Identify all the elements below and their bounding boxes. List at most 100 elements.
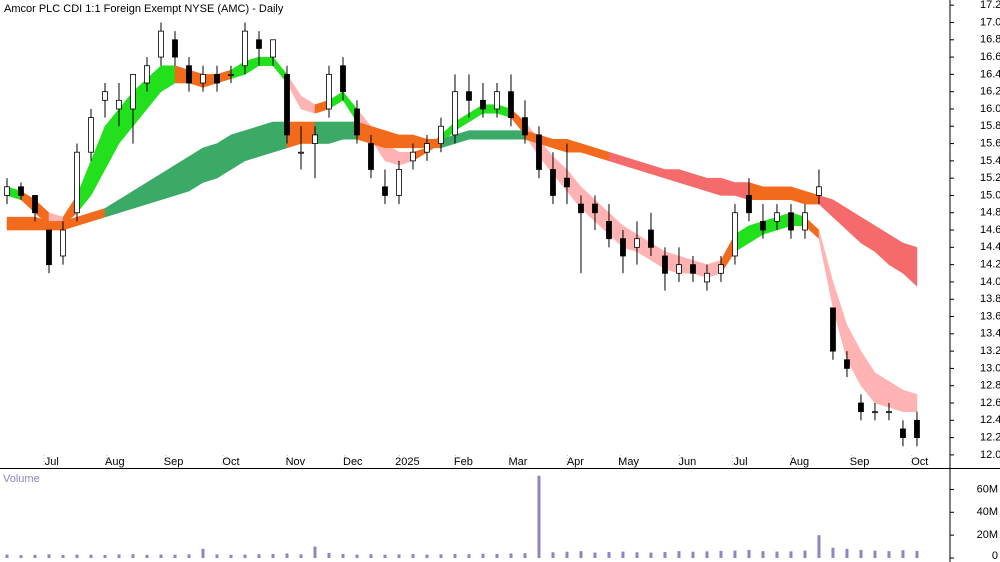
volume-bar	[201, 548, 205, 558]
volume-bar	[803, 550, 807, 558]
candle-body	[60, 229, 66, 257]
candle-body	[648, 229, 654, 248]
volume-bar	[271, 554, 275, 558]
volume-bar	[341, 553, 345, 558]
volume-bar	[383, 554, 387, 558]
candle-body	[438, 125, 444, 144]
volume-bar	[845, 548, 849, 558]
volume-bar	[411, 554, 415, 558]
volume-bar	[173, 554, 177, 558]
candle-body	[872, 411, 878, 414]
candle-body	[900, 428, 906, 438]
y-tick-label: 13.2	[980, 345, 1000, 357]
volume-bar	[551, 552, 555, 558]
x-tick-label: Oct	[911, 456, 928, 468]
candle-body	[718, 264, 724, 274]
x-tick-label: Nov	[286, 456, 306, 468]
volume-bar	[495, 553, 499, 558]
y-tick-label: 14.6	[980, 224, 1000, 236]
volume-bar	[313, 546, 317, 558]
x-tick-label: May	[618, 456, 639, 468]
candle-body	[802, 212, 808, 231]
y-tick-label: 13.6	[980, 310, 1000, 322]
chart-title: Amcor PLC CDI 1:1 Foreign Exempt NYSE (A…	[4, 3, 284, 15]
ribbon-segment	[776, 186, 792, 201]
candle-body	[690, 264, 696, 274]
candle-body	[284, 73, 290, 136]
candle-body	[760, 220, 766, 231]
ribbon-segment	[468, 130, 484, 140]
ribbon-segment	[6, 216, 22, 231]
volume-bar	[327, 552, 331, 558]
candle-body	[116, 99, 122, 110]
volume-bar	[901, 550, 905, 558]
volume-bar	[621, 551, 625, 558]
volume-bar	[705, 551, 709, 558]
ribbon-segment	[244, 125, 260, 162]
x-tick-label: Jul	[45, 456, 59, 468]
candle-body	[732, 212, 738, 257]
candle-body	[144, 65, 150, 84]
candle-body	[4, 186, 10, 196]
y-tick-label: 17.0	[980, 16, 1000, 28]
candle-body	[676, 264, 682, 274]
ribbon-segment	[902, 242, 918, 287]
candle-body	[886, 411, 892, 414]
candle-body	[592, 203, 598, 214]
volume-bar	[579, 551, 583, 558]
volume-bar	[509, 553, 513, 558]
candle-body	[452, 91, 458, 136]
volume-bar	[33, 554, 37, 558]
volume-bar	[607, 552, 611, 558]
candle-body	[326, 73, 332, 110]
candle-body	[18, 186, 24, 196]
y-tick-label: 16.8	[980, 34, 1000, 46]
x-tick-label: Aug	[790, 456, 810, 468]
volume-bar	[467, 554, 471, 558]
volume-bar	[355, 554, 359, 558]
y-tick-label: 15.6	[980, 137, 1000, 149]
volume-bar	[677, 551, 681, 558]
y-tick-label: 15.8	[980, 120, 1000, 132]
candle-body	[704, 272, 710, 283]
candle-body	[340, 65, 346, 93]
volume-bar	[215, 554, 219, 558]
candle-body	[564, 177, 570, 188]
candle-body	[242, 30, 248, 67]
volume-bar	[523, 553, 527, 558]
y-tick-label: 14.2	[980, 259, 1000, 271]
candle-body	[536, 134, 542, 170]
ribbon-segment	[202, 143, 218, 183]
volume-bar	[243, 554, 247, 558]
y-tick-label: 13.8	[980, 293, 1000, 305]
volume-bar	[229, 554, 233, 558]
y-tick-label: 16.6	[980, 51, 1000, 63]
candle-body	[130, 73, 136, 110]
volume-bar	[131, 554, 135, 558]
candle-body	[466, 91, 472, 101]
volume-bar	[257, 554, 261, 558]
volume-bar	[761, 551, 765, 558]
candle-body	[914, 419, 920, 438]
volume-bar	[873, 550, 877, 558]
candle-body	[228, 73, 234, 76]
candle-body	[480, 99, 486, 110]
y-tick-label: 14.8	[980, 207, 1000, 219]
x-tick-label: Dec	[343, 456, 363, 468]
volume-title: Volume	[3, 473, 40, 485]
ribbon-segment	[48, 221, 64, 231]
volume-bar	[159, 554, 163, 558]
y-tick-label: 20M	[977, 529, 998, 541]
candle-body	[844, 359, 850, 369]
x-tick-label: Apr	[567, 456, 584, 468]
volume-bar	[593, 552, 597, 558]
candle-body	[550, 169, 556, 196]
x-tick-label: Oct	[222, 456, 239, 468]
candle-body	[46, 229, 52, 266]
ribbon-segment	[258, 56, 274, 66]
volume-bar	[887, 551, 891, 558]
candle-body	[424, 143, 430, 153]
candle-body	[662, 255, 668, 274]
volume-bar	[789, 551, 793, 558]
